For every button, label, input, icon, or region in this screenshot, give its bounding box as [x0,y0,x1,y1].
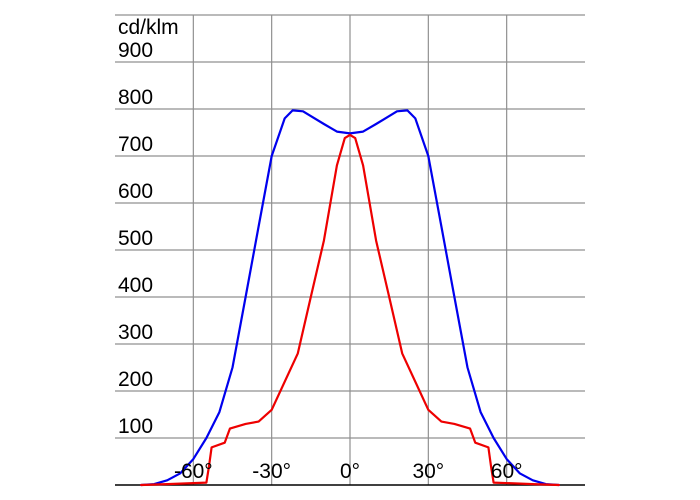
x-tick-label: -60° [174,460,213,483]
x-tick-label: -30° [252,460,291,483]
y-tick-label: 500 [118,227,153,250]
y-tick-label: 700 [118,133,153,156]
series-line-0 [140,109,560,487]
y-tick-label: 100 [118,415,153,438]
series-group [140,109,560,487]
y-tick-label: 800 [118,86,153,109]
series-line-1 [140,133,560,487]
x-tick-label: 30° [412,460,444,483]
x-tick-label: 0° [340,460,360,483]
grid [115,14,585,486]
unit-label: cd/klm [118,16,179,39]
y-tick-label: 600 [118,180,153,203]
y-tick-label: 300 [118,321,153,344]
x-tick-label: 60° [491,460,523,483]
y-tick-label: 900 [118,39,153,62]
y-tick-label: 400 [118,274,153,297]
tick-labels: 100 200 300 400 500 600 700 800 900 -60° -30° 0° 30°… [118,39,523,483]
y-tick-label: 200 [118,368,153,391]
